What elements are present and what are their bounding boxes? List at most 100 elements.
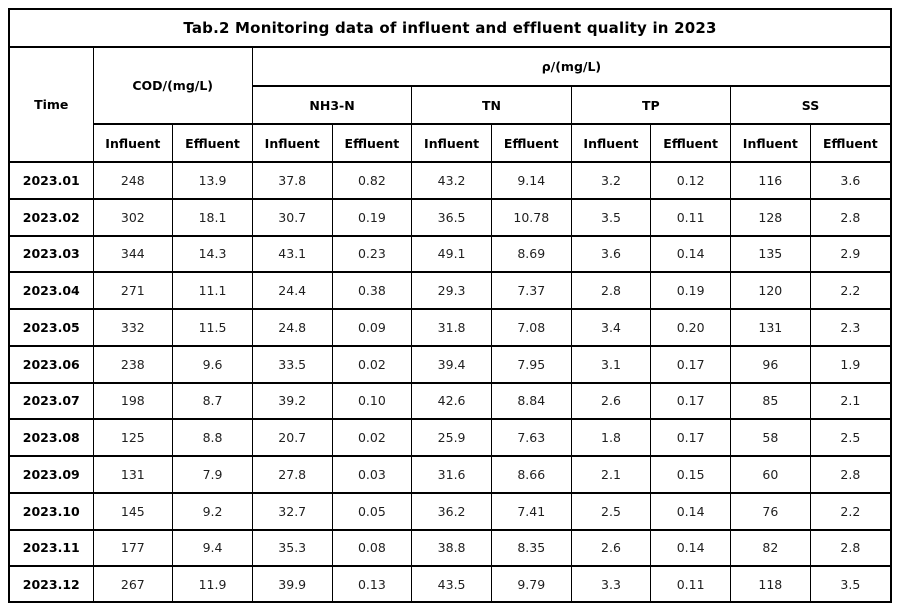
header-rho: ρ/(mg/L) [251, 48, 890, 87]
data-cell: 0.14 [650, 234, 731, 274]
data-cell: 7.95 [490, 344, 572, 384]
data-cell: 11.1 [172, 271, 253, 310]
effluent-column-header: Effluent [650, 123, 731, 163]
table-header: Time COD/(mg/L) ρ/(mg/L) NH3-N TN TP SS … [10, 48, 890, 163]
data-cell: 131 [730, 308, 811, 347]
data-cell: 3.4 [570, 308, 652, 347]
header-cod: COD/(mg/L) [92, 48, 253, 125]
data-cell: 3.6 [570, 234, 652, 274]
table-row: 2023.08 125 8.8 20.7 0.02 25.9 7.63 1.8 0.17 58 2.… [10, 418, 890, 457]
data-cell: 76 [730, 491, 811, 531]
data-cell: 2.1 [570, 455, 652, 494]
data-cell: 0.09 [331, 308, 413, 347]
data-cell: 36.5 [411, 197, 492, 237]
data-cell: 131 [92, 455, 174, 494]
data-cell: 302 [92, 197, 174, 237]
table-row: 2023.02 302 18.1 30.7 0.19 36.5 10.78 3.5 0.11 12… [10, 197, 890, 237]
table-row: 2023.03 344 14.3 43.1 0.23 49.1 8.69 3.6 0.14 135… [10, 234, 890, 274]
data-cell: 0.23 [331, 234, 413, 274]
data-cell: 0.12 [650, 161, 731, 200]
header-ss: SS [730, 85, 890, 125]
data-cell: 8.8 [172, 418, 253, 457]
data-cell: 177 [92, 528, 174, 568]
data-cell: 0.82 [331, 161, 413, 200]
data-cell: 9.2 [172, 491, 253, 531]
data-cell: 2.8 [809, 528, 890, 568]
time-cell: 2023.04 [10, 271, 94, 310]
data-cell: 18.1 [172, 197, 253, 237]
data-cell: 8.66 [490, 455, 572, 494]
data-cell: 2.3 [809, 308, 890, 347]
data-cell: 35.3 [251, 528, 333, 568]
influent-column-header: Influent [251, 123, 333, 163]
data-cell: 2.5 [570, 491, 652, 531]
data-cell: 344 [92, 234, 174, 274]
data-cell: 2.2 [809, 491, 890, 531]
data-cell: 118 [730, 565, 811, 601]
monitoring-table: Time COD/(mg/L) ρ/(mg/L) NH3-N TN TP SS … [10, 48, 890, 601]
data-cell: 238 [92, 344, 174, 384]
data-cell: 0.19 [331, 197, 413, 237]
data-cell: 2.6 [570, 381, 652, 421]
influent-column-header: Influent [93, 123, 174, 163]
table-row: 2023.11 177 9.4 35.3 0.08 38.8 8.35 2.6 0.14 82 2.… [10, 528, 890, 568]
data-cell: 116 [730, 161, 811, 200]
data-cell: 8.69 [490, 234, 572, 274]
data-cell: 85 [730, 381, 811, 421]
data-cell: 0.17 [650, 381, 731, 421]
influent-column-header: Influent [730, 123, 811, 163]
data-cell: 13.9 [172, 161, 253, 200]
table-row: 2023.12 267 11.9 39.9 0.13 43.5 9.79 3.3 0.11 118… [10, 565, 890, 601]
influent-column-header: Influent [411, 123, 492, 163]
effluent-column-header: Effluent [490, 123, 572, 163]
data-cell: 1.9 [809, 344, 890, 384]
data-cell: 2.8 [809, 197, 890, 237]
data-cell: 120 [730, 271, 811, 310]
data-cell: 9.79 [490, 565, 572, 601]
data-cell: 0.14 [650, 491, 731, 531]
table-title: Tab.2 Monitoring data of influent and ef… [10, 10, 890, 48]
time-cell: 2023.08 [10, 418, 94, 457]
table-row: 2023.10 145 9.2 32.7 0.05 36.2 7.41 2.5 0.14 76 2.… [10, 491, 890, 531]
time-cell: 2023.09 [10, 455, 94, 494]
data-cell: 0.05 [331, 491, 413, 531]
table-row: 2023.01 248 13.9 37.8 0.82 43.2 9.14 3.2 0.12 116… [10, 161, 890, 200]
data-cell: 271 [92, 271, 174, 310]
data-cell: 0.11 [650, 565, 731, 601]
data-cell: 39.9 [251, 565, 333, 601]
data-cell: 2.5 [809, 418, 890, 457]
data-cell: 0.03 [331, 455, 413, 494]
data-cell: 39.4 [411, 344, 492, 384]
data-cell: 10.78 [490, 197, 572, 237]
table-row: 2023.04 271 11.1 24.4 0.38 29.3 7.37 2.8 0.19 120… [10, 271, 890, 310]
data-cell: 20.7 [251, 418, 333, 457]
time-cell: 2023.06 [10, 344, 94, 384]
data-cell: 0.02 [331, 344, 413, 384]
time-cell: 2023.07 [10, 381, 94, 421]
data-cell: 7.41 [490, 491, 572, 531]
data-cell: 42.6 [411, 381, 492, 421]
header-row-1: Time COD/(mg/L) ρ/(mg/L) [10, 48, 890, 163]
data-cell: 135 [730, 234, 811, 274]
data-cell: 96 [730, 344, 811, 384]
data-cell: 2.2 [809, 271, 890, 310]
data-cell: 43.1 [251, 234, 333, 274]
data-cell: 2.1 [809, 381, 890, 421]
time-cell: 2023.01 [10, 161, 94, 200]
data-cell: 248 [92, 161, 174, 200]
data-cell: 198 [92, 381, 174, 421]
time-cell: 2023.02 [10, 197, 94, 237]
data-cell: 39.2 [251, 381, 333, 421]
data-cell: 30.7 [251, 197, 333, 237]
data-cell: 8.35 [490, 528, 572, 568]
effluent-column-header: Effluent [809, 123, 890, 163]
header-tp: TP [570, 85, 732, 125]
data-cell: 24.8 [251, 308, 333, 347]
data-cell: 43.2 [411, 161, 492, 200]
data-cell: 3.6 [809, 161, 890, 200]
data-cell: 3.2 [570, 161, 652, 200]
data-cell: 7.9 [172, 455, 253, 494]
data-cell: 125 [92, 418, 174, 457]
header-tn: TN [411, 85, 572, 125]
data-cell: 2.9 [809, 234, 890, 274]
